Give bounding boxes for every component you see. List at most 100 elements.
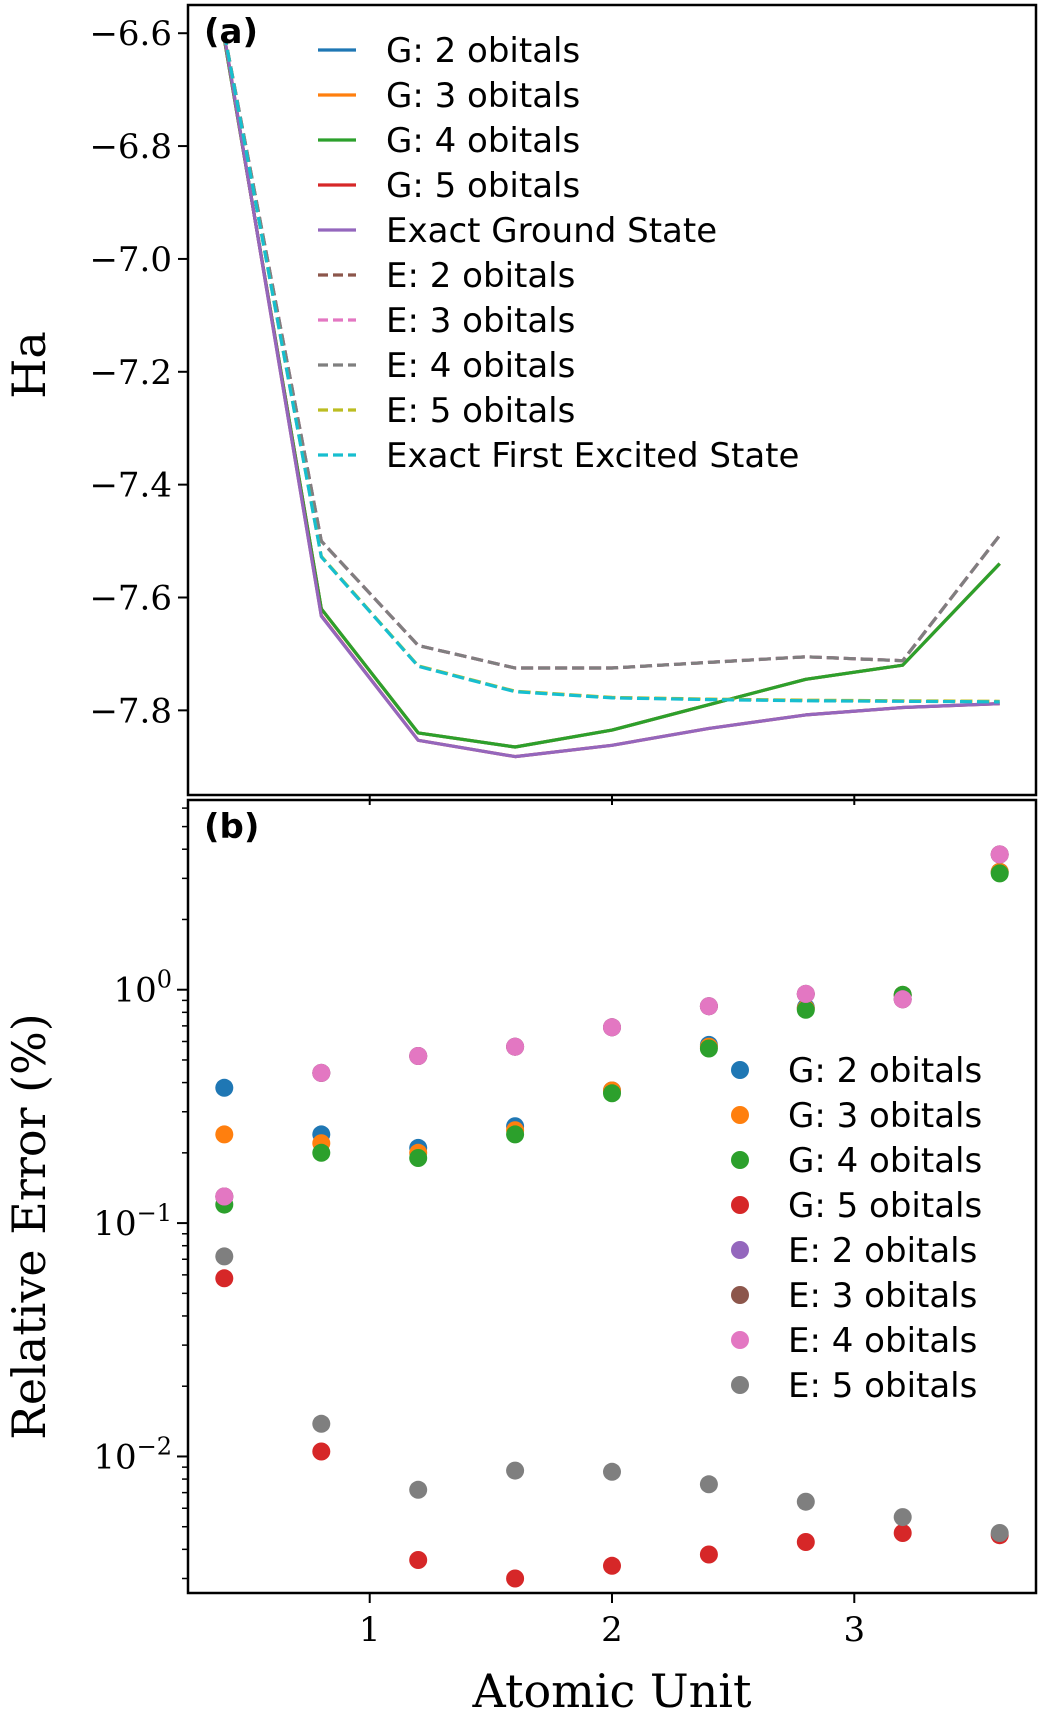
panel-a-series-line-7	[222, 32, 1001, 670]
panel-b-legend-label-1: G: 3 obitals	[788, 1096, 982, 1136]
panel-a-ytick-label-0: −6.6	[89, 14, 172, 54]
panel-b-xlabel: Atomic Unit	[472, 1664, 752, 1717]
panel-b-ytick-label-0: 100	[113, 966, 172, 1011]
panel-b-legend: G: 2 obitals G: 3 obitals G: 4 obitals G: 5…	[731, 1051, 982, 1406]
panel-a-series-line-5	[222, 32, 1001, 670]
panel-b-legend-marker-4	[731, 1241, 749, 1259]
panel-b-point-s2-4	[603, 1084, 621, 1103]
panel-b-point-s3-4	[603, 1556, 621, 1575]
panel-b-point-s2-1	[312, 1143, 331, 1162]
panel-b-point-s2-3	[506, 1125, 525, 1144]
panel-a-frame	[186, 3, 1038, 797]
panel-b-ytick-label-2: 10−2	[93, 1432, 172, 1477]
panel-b-legend-label-6: E: 4 obitals	[788, 1321, 977, 1361]
panel-b-point-s6-4	[603, 1018, 621, 1037]
panel-a-legend-label-2: G: 4 obitals	[386, 121, 580, 161]
panel-b-point-s7-1	[312, 1414, 331, 1433]
panel-a-ytick-label-4: −7.4	[89, 466, 172, 506]
panel-b-xtick-label-1: 2	[601, 1610, 623, 1650]
panel-b-ytick-base-1: 10	[93, 1204, 136, 1244]
panel-a-series-line-2	[222, 38, 1001, 749]
panel-b-point-s7-0	[215, 1247, 234, 1266]
panel-b-legend-marker-3	[731, 1196, 749, 1214]
panel-b-legend-label-4: E: 2 obitals	[788, 1231, 977, 1271]
panel-a-ytick-label-2: −7.0	[89, 240, 172, 280]
panel-a-legend-label-4: Exact Ground State	[386, 211, 717, 251]
panel-b-point-s3-5	[699, 1545, 718, 1564]
panel-b-ylabel: Relative Error (%)	[2, 1013, 56, 1440]
panel-b-point-s3-1	[312, 1442, 331, 1461]
panel-a-ytick-label-1: −6.8	[89, 127, 172, 167]
panel-b-point-s2-8	[990, 864, 1009, 883]
panel-b-point-s1-0	[215, 1125, 234, 1144]
panel-b-point-s6-0	[215, 1187, 234, 1206]
panel-b-point-s0-0	[215, 1078, 234, 1097]
panel-b-ytick-exp-1: −1	[137, 1199, 172, 1227]
panel-a-ytick-label-3: −7.2	[89, 353, 172, 393]
panel-b-ytick-base-0: 10	[113, 971, 156, 1011]
panel-b-legend-marker-2	[731, 1151, 749, 1169]
panel-a-ytick-label-5: −7.6	[89, 579, 172, 619]
panel-a-series-group	[222, 32, 1001, 759]
panel-b-point-s7-2	[409, 1480, 428, 1499]
panel-b-label: (b)	[204, 807, 259, 847]
panel-b-point-s2-5	[699, 1039, 718, 1058]
panel-b-xtick-label-0: 1	[359, 1610, 381, 1650]
panel-b-point-s7-6	[796, 1492, 815, 1511]
panel-b-legend-label-0: G: 2 obitals	[788, 1051, 982, 1091]
panel-b-legend-marker-7	[731, 1376, 749, 1394]
panel-b-points-group	[215, 845, 1009, 1588]
panel-b-point-s6-8	[990, 845, 1009, 864]
panel-a-legend-label-3: G: 5 obitals	[386, 166, 580, 206]
panel-b-point-s2-6	[796, 1000, 815, 1019]
panel-b-point-s6-5	[699, 997, 718, 1016]
panel-b-point-s6-2	[409, 1047, 428, 1065]
panel-a-legend-label-5: E: 2 obitals	[386, 256, 575, 296]
panel-b-ytick-base-2: 10	[93, 1437, 136, 1477]
panel-b-point-s3-3	[506, 1569, 525, 1588]
panel-a-legend: G: 2 obitals G: 3 obitals G: 4 obitals G: 5…	[318, 31, 799, 476]
panel-b-point-s7-5	[699, 1475, 718, 1494]
panel-a-energy-plot: −6.6 −6.8 −7.0 −7.2 −7.4 −7.6 −7.8 Ha (a) G: 2 ob…	[2, 3, 1038, 805]
panel-b-ytick-label-1: 10−1	[93, 1199, 172, 1244]
panel-a-series-line-3	[222, 35, 1000, 759]
panel-b-xtick-label-2: 3	[843, 1610, 865, 1650]
panel-a-ytick-label-6: −7.8	[89, 691, 172, 731]
panel-b-point-s6-6	[796, 984, 815, 1003]
panel-b-ytick-exp-2: −2	[137, 1432, 172, 1460]
panel-b-legend-label-5: E: 3 obitals	[788, 1276, 977, 1316]
panel-a-legend-label-7: E: 4 obitals	[386, 346, 575, 386]
panel-b-point-s7-4	[603, 1462, 621, 1481]
panel-b-point-s6-7	[893, 990, 912, 1009]
panel-b-legend-label-7: E: 5 obitals	[788, 1366, 977, 1406]
panel-b-legend-marker-0	[731, 1061, 749, 1079]
panel-b-ytick-exp-0: 0	[157, 966, 172, 994]
panel-a-series-line-4	[222, 35, 1000, 759]
panel-b-point-s3-6	[796, 1533, 815, 1551]
panel-b-point-s6-3	[506, 1037, 525, 1056]
panel-a-legend-label-0: G: 2 obitals	[386, 31, 580, 71]
panel-b-legend-label-2: G: 4 obitals	[788, 1141, 982, 1181]
panel-b-point-s3-2	[409, 1551, 428, 1569]
panel-b-legend-marker-5	[731, 1286, 749, 1304]
panel-a-legend-label-9: Exact First Excited State	[386, 436, 799, 476]
panel-b-point-s7-7	[893, 1508, 912, 1527]
panel-a-label: (a)	[204, 12, 258, 52]
panel-a-ylabel: Ha	[2, 331, 56, 399]
panel-b-legend-marker-1	[731, 1106, 749, 1124]
panel-b-point-s7-3	[506, 1461, 525, 1480]
panel-b-legend-label-3: G: 5 obitals	[788, 1186, 982, 1226]
panel-b-point-s7-8	[990, 1524, 1009, 1542]
panel-b-point-s2-2	[409, 1149, 428, 1167]
panel-b-legend-marker-6	[731, 1331, 749, 1349]
panel-b-point-s6-1	[312, 1063, 331, 1082]
panel-a-series-line-6	[222, 32, 1001, 670]
panel-b-point-s3-0	[215, 1269, 234, 1288]
panel-b-point-s3-7	[893, 1524, 912, 1542]
panel-a-legend-label-8: E: 5 obitals	[386, 391, 575, 431]
panel-a-series-line-9	[222, 32, 1000, 704]
panel-a-series-line-8	[222, 32, 1000, 703]
panel-a-legend-label-1: G: 3 obitals	[386, 76, 580, 116]
